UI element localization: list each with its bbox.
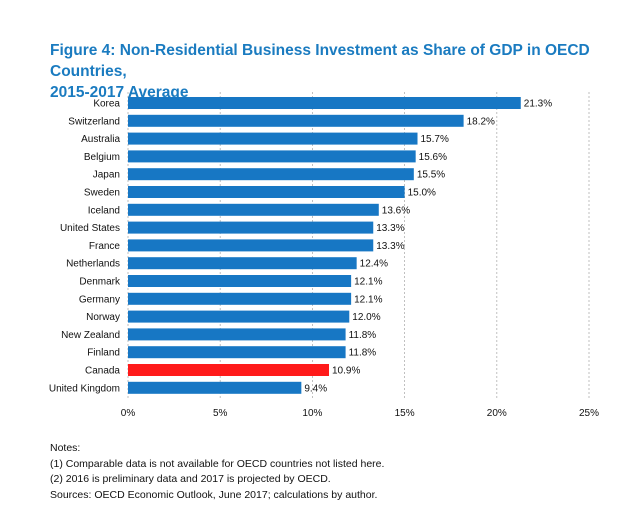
- value-label-denmark: 12.1%: [354, 277, 382, 288]
- bars: [128, 97, 521, 394]
- x-tick-label: 5%: [213, 408, 228, 419]
- bar-korea: [128, 97, 521, 109]
- value-label-japan: 15.5%: [417, 170, 445, 181]
- category-label-japan: Japan: [93, 170, 120, 181]
- category-label-denmark: Denmark: [79, 277, 121, 288]
- note-line-1: (1) Comparable data is not available for…: [50, 457, 385, 470]
- bar-norway: [128, 310, 350, 323]
- bar-australia: [128, 132, 418, 145]
- value-label-new-zealand: 11.8%: [349, 330, 377, 341]
- chart-title-line-1: Figure 4: Non-Residential Business Inves…: [50, 42, 590, 80]
- value-label-finland: 11.8%: [349, 348, 377, 359]
- category-label-france: France: [89, 241, 121, 252]
- category-label-finland: Finland: [87, 348, 120, 359]
- x-tick-label: 15%: [395, 408, 415, 419]
- value-label-canada: 10.9%: [332, 366, 360, 377]
- bar-new-zealand: [128, 328, 346, 341]
- value-label-korea: 21.3%: [524, 99, 552, 110]
- category-labels: Korea Switzerland Australia Belgium Japan Swe…: [49, 99, 121, 395]
- value-label-germany: 12.1%: [354, 294, 382, 305]
- x-tick-label: 0%: [121, 408, 136, 419]
- category-label-korea: Korea: [93, 99, 120, 110]
- value-label-united-states: 13.3%: [376, 223, 404, 234]
- value-label-united-kingdom: 9.4%: [304, 383, 327, 394]
- category-label-sweden: Sweden: [84, 188, 120, 199]
- x-tick-label: 20%: [487, 408, 507, 419]
- value-label-norway: 12.0%: [352, 312, 380, 323]
- notes-heading: Notes:: [50, 442, 81, 454]
- value-labels: 21.3% 18.2% 15.7% 15.6% 15.5% 15.0% 13.6% 13.3%…: [304, 99, 552, 395]
- bar-united-states: [128, 221, 374, 234]
- category-label-new-zealand: New Zealand: [61, 330, 120, 341]
- x-tick-label: 25%: [579, 408, 599, 419]
- bar-netherlands: [128, 257, 357, 270]
- category-label-united-kingdom: United Kingdom: [49, 383, 120, 394]
- chart-title-line-2: 2015-2017 Average: [50, 84, 189, 101]
- bar-iceland: [128, 203, 379, 216]
- bar-france: [128, 239, 374, 252]
- value-label-netherlands: 12.4%: [360, 259, 388, 270]
- category-label-belgium: Belgium: [84, 152, 120, 163]
- note-line-2: (2) 2016 is preliminary data and 2017 is…: [50, 473, 331, 485]
- value-label-iceland: 13.6%: [382, 205, 410, 216]
- value-label-switzerland: 18.2%: [467, 116, 495, 127]
- bar-belgium: [128, 150, 416, 163]
- notes: Notes: (1) Comparable data is not availa…: [50, 441, 384, 503]
- category-label-netherlands: Netherlands: [66, 259, 120, 270]
- value-label-france: 13.3%: [376, 241, 404, 252]
- bar-sweden: [128, 186, 405, 198]
- value-label-sweden: 15.0%: [408, 188, 436, 199]
- bar-switzerland: [128, 114, 464, 127]
- value-label-australia: 15.7%: [421, 134, 449, 145]
- value-label-belgium: 15.6%: [419, 152, 447, 163]
- bar-germany: [128, 292, 352, 305]
- bar-united-kingdom: [128, 381, 302, 394]
- bar-finland: [128, 346, 346, 359]
- bar-chart: Korea Switzerland Australia Belgium Japan Swe…: [49, 92, 599, 419]
- category-label-iceland: Iceland: [88, 205, 120, 216]
- bar-japan: [128, 168, 414, 181]
- note-sources: Sources: OECD Economic Outlook, June 201…: [50, 488, 378, 501]
- category-label-united-states: United States: [60, 223, 120, 234]
- x-tick-label: 10%: [302, 408, 322, 419]
- category-label-norway: Norway: [86, 312, 120, 323]
- category-label-canada: Canada: [85, 366, 120, 377]
- bar-canada: [128, 364, 329, 376]
- category-label-germany: Germany: [79, 294, 120, 305]
- x-axis-tick-labels: 0% 5% 10% 15% 20% 25%: [121, 408, 599, 419]
- category-label-australia: Australia: [81, 134, 120, 145]
- bar-denmark: [128, 275, 352, 287]
- chart-title: Figure 4: Non-Residential Business Inves…: [50, 40, 620, 103]
- category-label-switzerland: Switzerland: [68, 116, 120, 127]
